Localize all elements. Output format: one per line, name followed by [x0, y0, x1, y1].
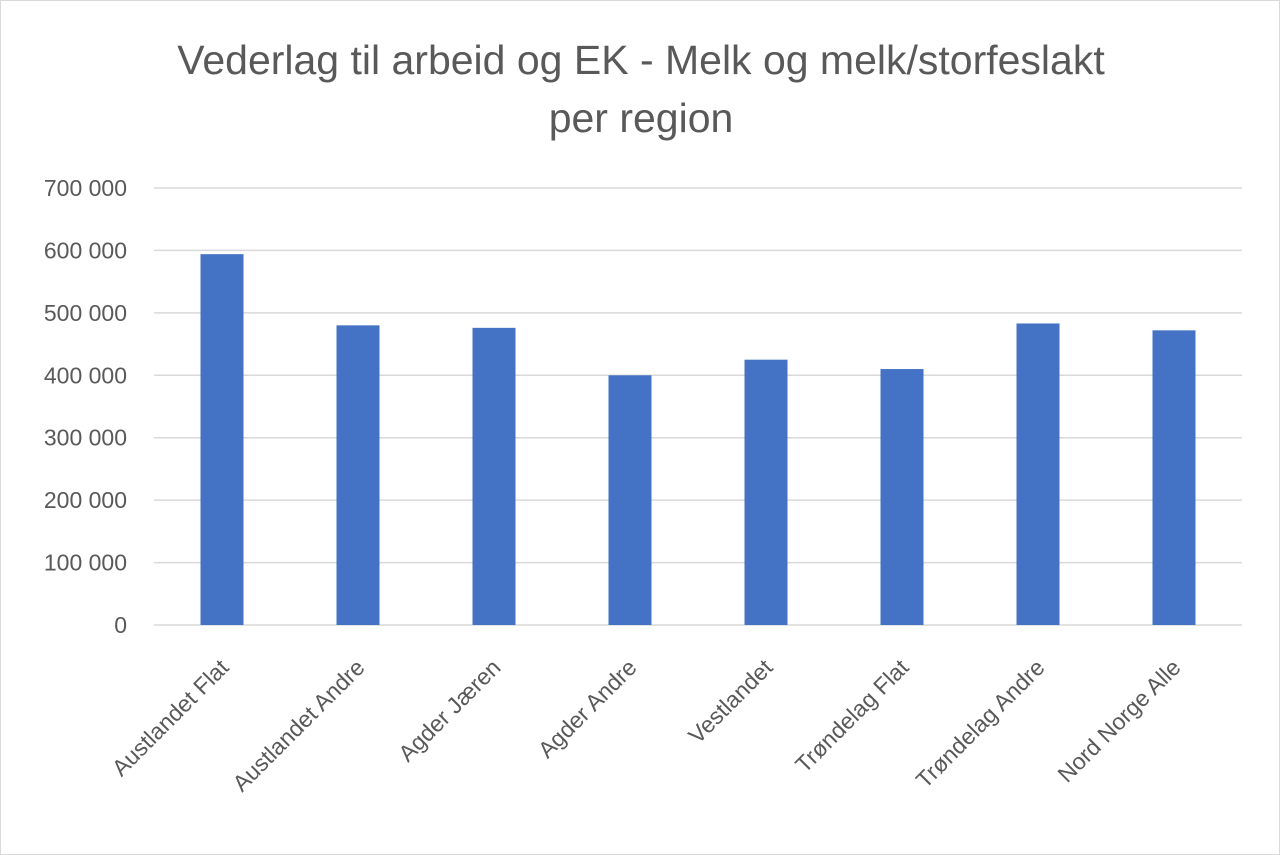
- bars: [200, 254, 1196, 625]
- x-category-label: Trøndelag Flat: [790, 654, 914, 778]
- y-tick-label: 600 000: [44, 237, 127, 263]
- x-category-label: Agder Andre: [533, 654, 642, 763]
- gridlines: [154, 187, 1242, 626]
- x-category-label: Nord Norge Alle: [1052, 654, 1185, 787]
- x-category-label: Agder Jæren: [393, 654, 505, 766]
- x-category-label: Vestlandet: [683, 654, 778, 749]
- bar: [1152, 330, 1196, 625]
- bar: [1016, 323, 1060, 625]
- y-tick-label: 300 000: [44, 425, 127, 451]
- bar: [608, 375, 652, 625]
- y-tick-label: 500 000: [44, 300, 127, 326]
- bar: [472, 327, 516, 625]
- y-tick-label: 700 000: [44, 175, 127, 201]
- bar: [200, 254, 244, 625]
- bar: [880, 369, 924, 625]
- x-category-label: Trøndelag Andre: [911, 654, 1050, 793]
- y-tick-label: 100 000: [44, 550, 127, 576]
- chart-title-line-2: per region: [549, 95, 734, 141]
- x-category-label: Austlandet Andre: [227, 654, 369, 796]
- bar: [744, 359, 788, 625]
- y-axis-tick-labels: 0 100 000 200 000 300 000 400 000 500 000 600 …: [44, 175, 127, 638]
- x-category-label: Austlandet Flat: [107, 654, 234, 781]
- y-tick-label: 200 000: [44, 487, 127, 513]
- bar: [336, 325, 380, 625]
- y-tick-label: 0: [114, 612, 127, 638]
- chart-title-line-1: Vederlag til arbeid og EK - Melk og melk…: [177, 37, 1105, 83]
- y-tick-label: 400 000: [44, 362, 127, 388]
